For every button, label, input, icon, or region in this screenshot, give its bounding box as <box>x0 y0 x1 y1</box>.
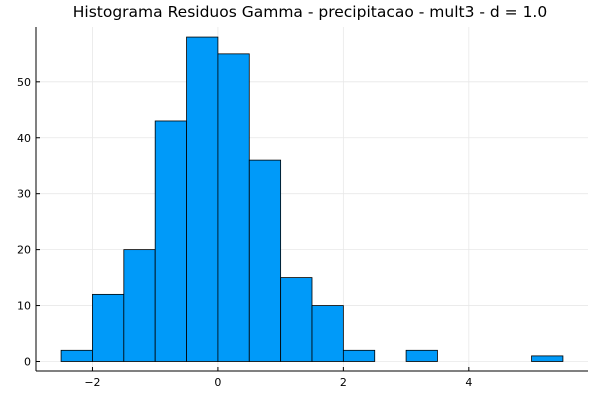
x-tick-label: 0 <box>214 376 221 389</box>
histogram-bar <box>280 277 313 362</box>
y-axis-ticks: 0 10 20 30 40 50 <box>17 76 40 368</box>
axes <box>35 27 588 372</box>
histogram-bar <box>217 53 250 362</box>
histogram-bar <box>123 249 156 362</box>
chart-title: Histograma Residuos Gamma - precipitacao… <box>73 3 547 21</box>
y-tick-label: 0 <box>24 355 31 368</box>
y-tick-label: 40 <box>17 132 31 145</box>
histogram-bar <box>248 159 282 362</box>
x-tick-label: −2 <box>84 376 100 389</box>
y-tick-label: 20 <box>17 244 31 257</box>
histogram-bar <box>60 349 93 362</box>
histogram-bar <box>342 349 376 362</box>
histogram-bar <box>531 355 564 362</box>
histogram-bar <box>186 36 219 362</box>
y-tick-label: 10 <box>17 300 31 313</box>
x-tick-label: 2 <box>340 376 347 389</box>
histogram-bar <box>405 349 438 362</box>
histogram-bar <box>92 293 125 362</box>
histogram-bar <box>154 120 187 362</box>
bars <box>60 36 564 362</box>
x-axis-ticks: −2 0 2 4 <box>84 367 472 389</box>
histogram-bar <box>311 305 344 362</box>
y-tick-label: 50 <box>17 76 31 89</box>
x-tick-label: 4 <box>465 376 472 389</box>
y-tick-label: 30 <box>17 188 31 201</box>
